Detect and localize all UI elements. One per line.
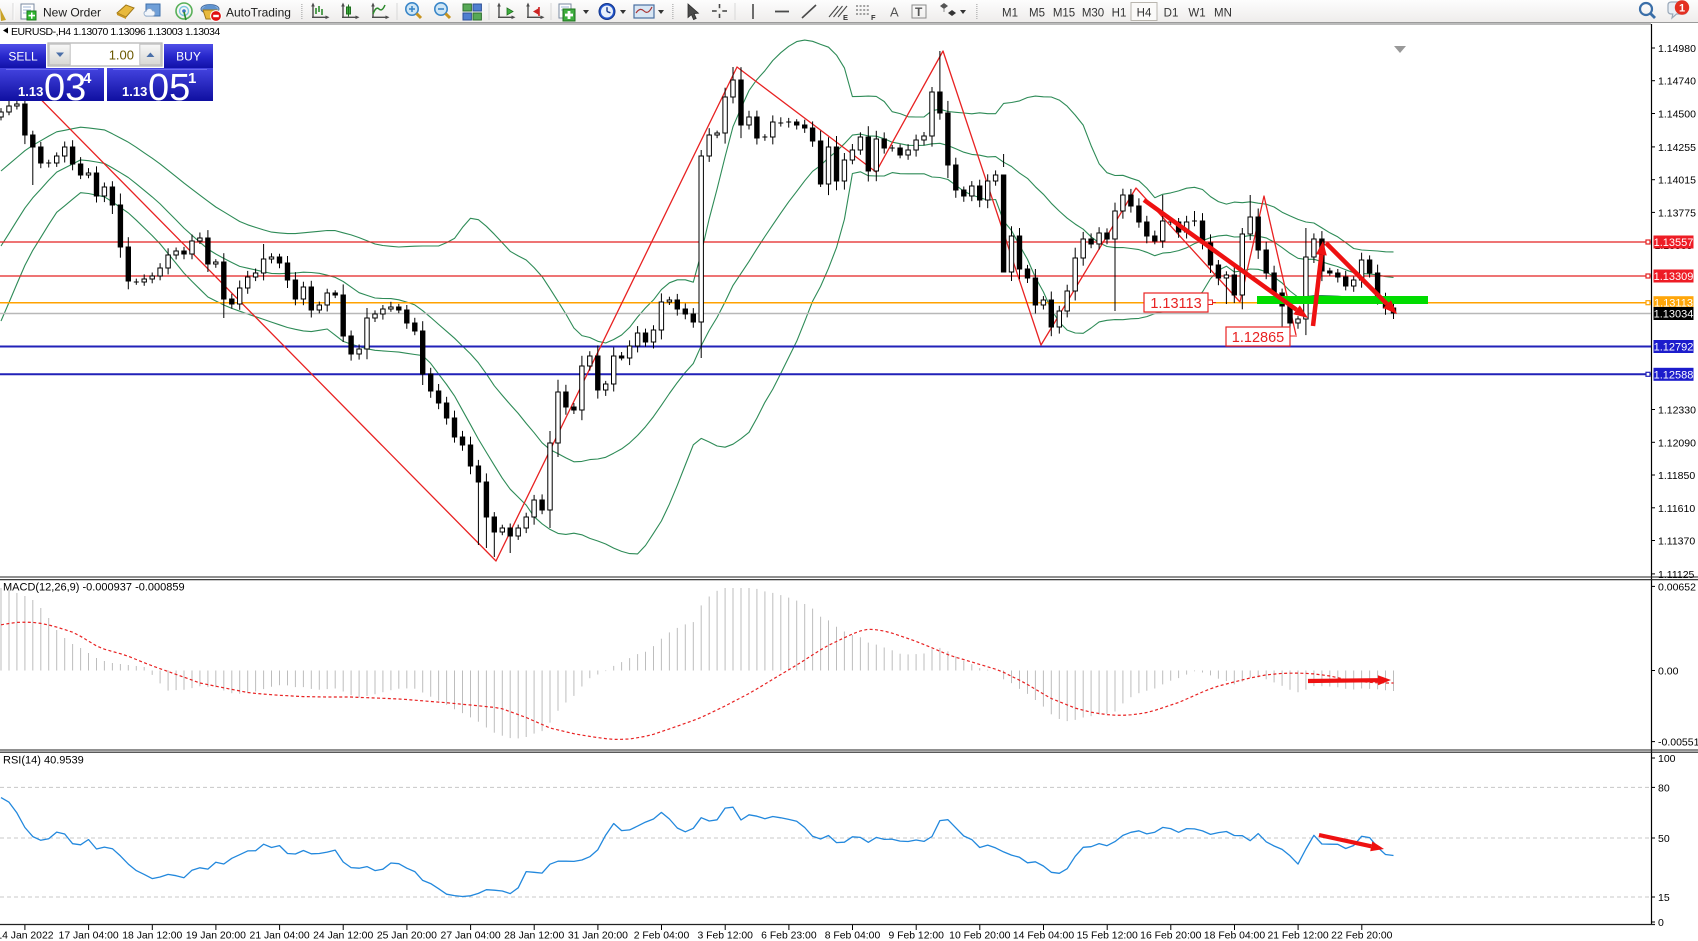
svg-text:0.00: 0.00 [1658,666,1679,678]
svg-text:T: T [915,5,923,19]
svg-text:H4: H4 [1137,8,1152,20]
svg-text:1.14015: 1.14015 [1658,175,1696,187]
svg-text:9 Feb 12:00: 9 Feb 12:00 [888,931,944,941]
svg-text:1.12865: 1.12865 [1232,330,1284,346]
svg-text:SELL: SELL [8,50,38,64]
svg-text:80: 80 [1658,782,1670,794]
svg-text:1.12330: 1.12330 [1658,405,1696,417]
svg-text:1.11610: 1.11610 [1658,503,1695,515]
svg-text:1.11370: 1.11370 [1658,536,1695,548]
svg-text:25 Jan 20:00: 25 Jan 20:00 [377,931,437,941]
svg-text:1.00: 1.00 [109,48,134,63]
svg-text:M15: M15 [1053,8,1075,20]
svg-text:1.13034: 1.13034 [1654,309,1694,321]
svg-text:14 Jan 2022: 14 Jan 2022 [0,931,54,941]
svg-text:1.12090: 1.12090 [1658,437,1696,449]
svg-text:1.13: 1.13 [18,84,43,99]
svg-text:1.14740: 1.14740 [1658,76,1696,88]
svg-text:MACD(12,26,9) -0.000937 -0.000: MACD(12,26,9) -0.000937 -0.000859 [3,582,185,594]
svg-text:1: 1 [1679,3,1685,15]
svg-text:D1: D1 [1164,8,1179,20]
svg-text:10 Feb 20:00: 10 Feb 20:00 [949,931,1010,941]
svg-text:24 Jan 12:00: 24 Jan 12:00 [313,931,373,941]
svg-text:31 Jan 20:00: 31 Jan 20:00 [568,931,628,941]
svg-text:1.12792: 1.12792 [1654,342,1694,354]
svg-text:1.13309: 1.13309 [1654,271,1694,283]
svg-text:M30: M30 [1082,8,1104,20]
svg-text:15: 15 [1658,892,1670,904]
svg-text:21 Feb 12:00: 21 Feb 12:00 [1267,931,1328,941]
svg-text:1.11850: 1.11850 [1658,470,1695,482]
svg-text:AutoTrading: AutoTrading [226,6,291,20]
svg-text:1.13: 1.13 [122,84,147,99]
svg-text:19 Jan 20:00: 19 Jan 20:00 [186,931,246,941]
svg-text:W1: W1 [1188,8,1205,20]
svg-text:0.00652: 0.00652 [1658,581,1696,593]
svg-text:28 Jan 12:00: 28 Jan 12:00 [504,931,564,941]
svg-text:6 Feb 23:00: 6 Feb 23:00 [761,931,817,941]
svg-text:8 Feb 04:00: 8 Feb 04:00 [825,931,881,941]
svg-text:50: 50 [1658,833,1670,845]
svg-text:05: 05 [148,67,190,109]
svg-text:27 Jan 04:00: 27 Jan 04:00 [441,931,501,941]
svg-text:MN: MN [1214,8,1232,20]
svg-text:1.14500: 1.14500 [1658,109,1696,121]
svg-text:0: 0 [1658,917,1664,929]
svg-text:1.11125: 1.11125 [1658,569,1695,581]
svg-text:4: 4 [83,70,92,87]
svg-text:New Order: New Order [43,6,101,20]
svg-text:1.14255: 1.14255 [1658,142,1696,154]
svg-text:21 Jan 04:00: 21 Jan 04:00 [250,931,310,941]
svg-text:H1: H1 [1112,8,1127,20]
svg-text:1.13775: 1.13775 [1658,207,1696,219]
svg-text:E: E [843,13,848,22]
svg-text:BUY: BUY [176,50,201,64]
svg-text:16 Feb 20:00: 16 Feb 20:00 [1140,931,1201,941]
svg-text:1.13113: 1.13113 [1150,296,1201,312]
svg-text:A: A [890,5,899,20]
svg-text:2 Feb 04:00: 2 Feb 04:00 [634,931,690,941]
svg-text:14 Feb 04:00: 14 Feb 04:00 [1013,931,1074,941]
svg-text:F: F [871,13,876,22]
svg-text:18 Feb 04:00: 18 Feb 04:00 [1204,931,1265,941]
svg-text:1.13557: 1.13557 [1654,237,1694,249]
svg-text:22 Feb 20:00: 22 Feb 20:00 [1331,931,1392,941]
svg-text:EURUSD-,H4 1.13070 1.13096 1.: EURUSD-,H4 1.13070 1.13096 1.13003 1.130… [11,26,220,38]
svg-text:1.13113: 1.13113 [1654,298,1693,310]
svg-text:03: 03 [44,67,86,109]
svg-text:M1: M1 [1002,8,1018,20]
svg-text:3 Feb 12:00: 3 Feb 12:00 [697,931,753,941]
svg-text:18 Jan 12:00: 18 Jan 12:00 [122,931,182,941]
svg-text:1.12588: 1.12588 [1654,369,1694,381]
svg-text:RSI(14) 40.9539: RSI(14) 40.9539 [3,755,84,767]
svg-text:M5: M5 [1029,8,1045,20]
svg-text:100: 100 [1658,753,1676,765]
svg-text:17 Jan 04:00: 17 Jan 04:00 [59,931,119,941]
svg-text:1.14980: 1.14980 [1658,43,1696,55]
svg-text:1: 1 [188,70,196,87]
svg-text:15 Feb 12:00: 15 Feb 12:00 [1077,931,1138,941]
